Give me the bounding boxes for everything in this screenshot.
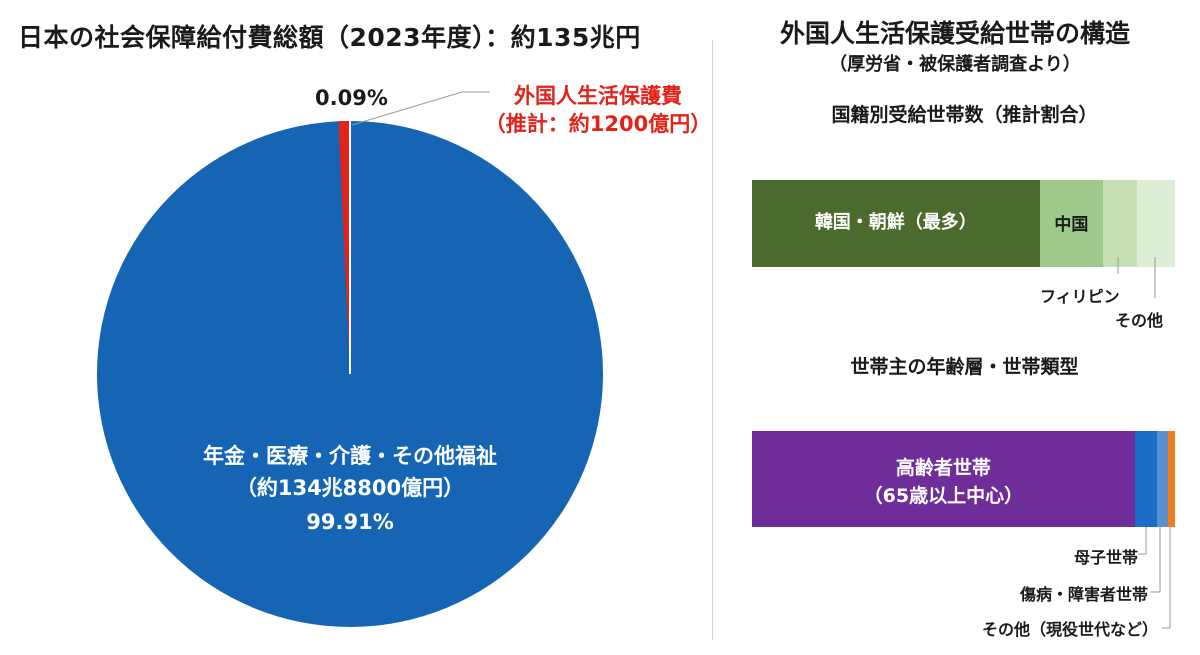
leader-line-other-household <box>1162 527 1171 629</box>
bar-segment-other-nationality <box>1136 180 1175 267</box>
ext-label-single-mother: 母子世帯 <box>1073 548 1138 567</box>
household-chart-title: 世帯主の年齢層・世帯類型 <box>850 356 1079 378</box>
bar-segment-korea: 韓国・朝鮮（最多） <box>752 180 1040 267</box>
pie-callout-leader-line <box>351 91 490 126</box>
nationality-stacked-bar: 韓国・朝鮮（最多） 中国 <box>752 180 1175 267</box>
panel-divider <box>712 40 713 640</box>
ext-label-other-household: その他（現役世代など） <box>981 620 1158 639</box>
right-panel-subtitle: （厚労省・被保護者調査より） <box>829 54 1081 75</box>
bar-segment-philippines <box>1103 180 1137 267</box>
bar-label-korea: 韓国・朝鮮（最多） <box>814 212 977 233</box>
pie-foreign-pct-label: 0.09% <box>315 86 388 110</box>
household-stacked-bar: 高齢者世帯 （65歳以上中心） <box>752 431 1175 527</box>
right-panel-title: 外国人生活保護受給世帯の構造 <box>779 19 1130 48</box>
pie-slice-foreign <box>338 121 350 374</box>
pie-foreign-amount-label: （推計：約1200億円） <box>484 112 712 136</box>
bar-segment-elderly: 高齢者世帯 （65歳以上中心） <box>752 431 1135 527</box>
bar-segment-single-mother <box>1134 431 1157 527</box>
ext-label-philippines: フィリピン <box>1040 287 1120 306</box>
nationality-chart-title: 国籍別受給世帯数（推計割合） <box>831 104 1098 126</box>
bar-label-china: 中国 <box>1054 215 1089 235</box>
pie-main-pct-label: 99.91% <box>306 510 394 534</box>
left-chart-title: 日本の社会保障給付費総額（2023年度）：約135兆円 <box>18 23 641 52</box>
pie-main-name-label: 年金・医療・介護・その他福祉 <box>203 444 497 468</box>
ext-label-other-nationality: その他 <box>1115 311 1164 330</box>
bar-label-elderly: 高齢者世帯 <box>895 457 991 479</box>
pie-main-amount-label: （約134兆8800億円） <box>235 476 465 500</box>
leader-line-sick-disabled <box>1150 527 1161 593</box>
bar-segment-china: 中国 <box>1039 180 1104 267</box>
ext-label-sick-disabled: 傷病・障害者世帯 <box>1019 585 1148 604</box>
pie-foreign-name-label: 外国人生活保護費 <box>514 84 682 108</box>
bar-label-elderly-sub: （65歳以上中心） <box>863 485 1024 507</box>
bar-segment-sick-disabled <box>1156 431 1168 527</box>
bar-segment-other-household <box>1167 431 1175 527</box>
leader-line-single-mother <box>1138 527 1147 555</box>
